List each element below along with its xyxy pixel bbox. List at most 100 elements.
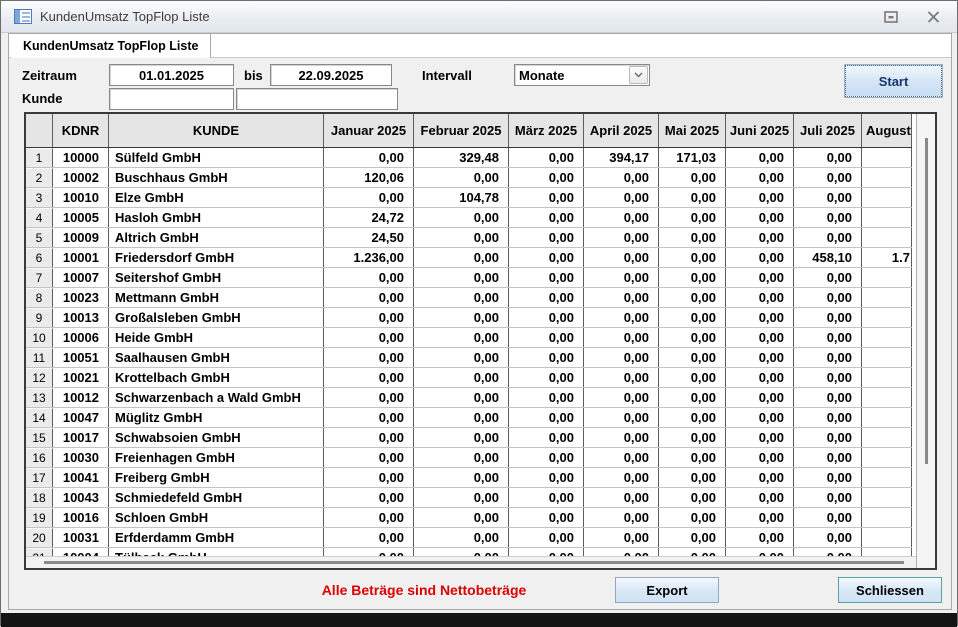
cell-month-value[interactable]: 0,00: [509, 268, 584, 287]
cell-month-value[interactable]: 0,00: [659, 208, 726, 227]
cell-kdnr[interactable]: 10009: [53, 228, 109, 247]
cell-month-value[interactable]: 0,00: [414, 408, 509, 427]
row-selector[interactable]: 8: [26, 288, 53, 307]
row-selector[interactable]: 12: [26, 368, 53, 387]
cell-month-value[interactable]: [862, 288, 912, 307]
cell-month-value[interactable]: 0,00: [414, 308, 509, 327]
cell-month-value[interactable]: 0,00: [509, 148, 584, 167]
row-selector[interactable]: 19: [26, 508, 53, 527]
cell-month-value[interactable]: 0,00: [584, 448, 659, 467]
row-selector[interactable]: 21: [26, 548, 53, 556]
cell-month-value[interactable]: 0,00: [509, 228, 584, 247]
cell-month-value[interactable]: 0,00: [659, 528, 726, 547]
column-header-KUNDE[interactable]: KUNDE: [109, 114, 324, 147]
cell-month-value[interactable]: 0,00: [324, 548, 414, 556]
row-selector[interactable]: 18: [26, 488, 53, 507]
vertical-scrollbar[interactable]: [916, 114, 935, 568]
cell-month-value[interactable]: 0,00: [414, 248, 509, 267]
cell-month-value[interactable]: 0,00: [659, 388, 726, 407]
cell-month-value[interactable]: [862, 168, 912, 187]
cell-month-value[interactable]: 0,00: [659, 228, 726, 247]
cell-month-value[interactable]: 0,00: [414, 268, 509, 287]
cell-month-value[interactable]: 0,00: [324, 308, 414, 327]
column-header-Juli 2025[interactable]: Juli 2025: [794, 114, 862, 147]
cell-month-value[interactable]: 1.236,00: [324, 248, 414, 267]
date-from-input[interactable]: 01.01.2025: [109, 64, 234, 86]
cell-month-value[interactable]: 0,00: [726, 428, 794, 447]
cell-month-value[interactable]: 0,00: [414, 548, 509, 556]
cell-month-value[interactable]: 0,00: [726, 308, 794, 327]
cell-month-value[interactable]: 0,00: [794, 288, 862, 307]
column-header-KDNR[interactable]: KDNR: [53, 114, 109, 147]
cell-month-value[interactable]: [862, 228, 912, 247]
cell-kdnr[interactable]: 10005: [53, 208, 109, 227]
cell-month-value[interactable]: 0,00: [794, 388, 862, 407]
cell-kunde[interactable]: Freienhagen GmbH: [109, 448, 324, 467]
cell-kdnr[interactable]: 10013: [53, 308, 109, 327]
cell-month-value[interactable]: 0,00: [324, 148, 414, 167]
cell-month-value[interactable]: 0,00: [414, 448, 509, 467]
cell-month-value[interactable]: [862, 548, 912, 556]
cell-kunde[interactable]: Sülfeld GmbH: [109, 148, 324, 167]
kunde-input-1[interactable]: [109, 88, 234, 110]
cell-month-value[interactable]: 0,00: [726, 288, 794, 307]
row-selector[interactable]: 15: [26, 428, 53, 447]
cell-kunde[interactable]: Altrich GmbH: [109, 228, 324, 247]
cell-month-value[interactable]: 0,00: [584, 528, 659, 547]
cell-kunde[interactable]: Buschhaus GmbH: [109, 168, 324, 187]
cell-month-value[interactable]: [862, 448, 912, 467]
cell-month-value[interactable]: 0,00: [509, 208, 584, 227]
cell-month-value[interactable]: 0,00: [794, 368, 862, 387]
cell-month-value[interactable]: 0,00: [324, 268, 414, 287]
row-selector[interactable]: 6: [26, 248, 53, 267]
cell-kunde[interactable]: Krottelbach GmbH: [109, 368, 324, 387]
chevron-down-icon[interactable]: [629, 66, 648, 84]
cell-month-value[interactable]: 0,00: [726, 268, 794, 287]
column-header-Mai 2025[interactable]: Mai 2025: [659, 114, 726, 147]
cell-month-value[interactable]: [862, 488, 912, 507]
cell-month-value[interactable]: 0,00: [509, 528, 584, 547]
cell-month-value[interactable]: [862, 308, 912, 327]
cell-kunde[interactable]: Hasloh GmbH: [109, 208, 324, 227]
row-selector[interactable]: 13: [26, 388, 53, 407]
cell-month-value[interactable]: 0,00: [324, 428, 414, 447]
cell-month-value[interactable]: 0,00: [794, 528, 862, 547]
column-header-Februar 2025[interactable]: Februar 2025: [414, 114, 509, 147]
cell-kunde[interactable]: Heide GmbH: [109, 328, 324, 347]
cell-month-value[interactable]: 0,00: [414, 368, 509, 387]
cell-month-value[interactable]: 0,00: [414, 288, 509, 307]
row-selector[interactable]: 14: [26, 408, 53, 427]
cell-month-value[interactable]: 0,00: [659, 368, 726, 387]
cell-kunde[interactable]: Müglitz GmbH: [109, 408, 324, 427]
cell-month-value[interactable]: [862, 528, 912, 547]
cell-month-value[interactable]: 0,00: [659, 448, 726, 467]
cell-month-value[interactable]: 0,00: [324, 348, 414, 367]
row-selector[interactable]: 17: [26, 468, 53, 487]
horizontal-scrollbar-thumb[interactable]: [44, 561, 904, 564]
cell-month-value[interactable]: 0,00: [414, 528, 509, 547]
cell-month-value[interactable]: 0,00: [584, 268, 659, 287]
cell-month-value[interactable]: 0,00: [584, 428, 659, 447]
vertical-scrollbar-thumb[interactable]: [925, 138, 928, 464]
cell-month-value[interactable]: 0,00: [324, 288, 414, 307]
cell-month-value[interactable]: 0,00: [794, 148, 862, 167]
cell-month-value[interactable]: 0,00: [794, 268, 862, 287]
cell-month-value[interactable]: 0,00: [509, 428, 584, 447]
cell-month-value[interactable]: 0,00: [584, 548, 659, 556]
cell-month-value[interactable]: 0,00: [324, 388, 414, 407]
cell-month-value[interactable]: 0,00: [726, 168, 794, 187]
cell-month-value[interactable]: 0,00: [584, 308, 659, 327]
cell-month-value[interactable]: 0,00: [794, 448, 862, 467]
row-selector[interactable]: 11: [26, 348, 53, 367]
cell-kunde[interactable]: Schmiedefeld GmbH: [109, 488, 324, 507]
cell-month-value[interactable]: 0,00: [414, 208, 509, 227]
cell-month-value[interactable]: 0,00: [509, 508, 584, 527]
cell-month-value[interactable]: 0,00: [726, 468, 794, 487]
cell-kdnr[interactable]: 10000: [53, 148, 109, 167]
cell-month-value[interactable]: 0,00: [659, 188, 726, 207]
cell-month-value[interactable]: 0,00: [794, 488, 862, 507]
cell-month-value[interactable]: 0,00: [414, 428, 509, 447]
cell-month-value[interactable]: 0,00: [324, 508, 414, 527]
cell-month-value[interactable]: [862, 328, 912, 347]
cell-month-value[interactable]: 120,06: [324, 168, 414, 187]
